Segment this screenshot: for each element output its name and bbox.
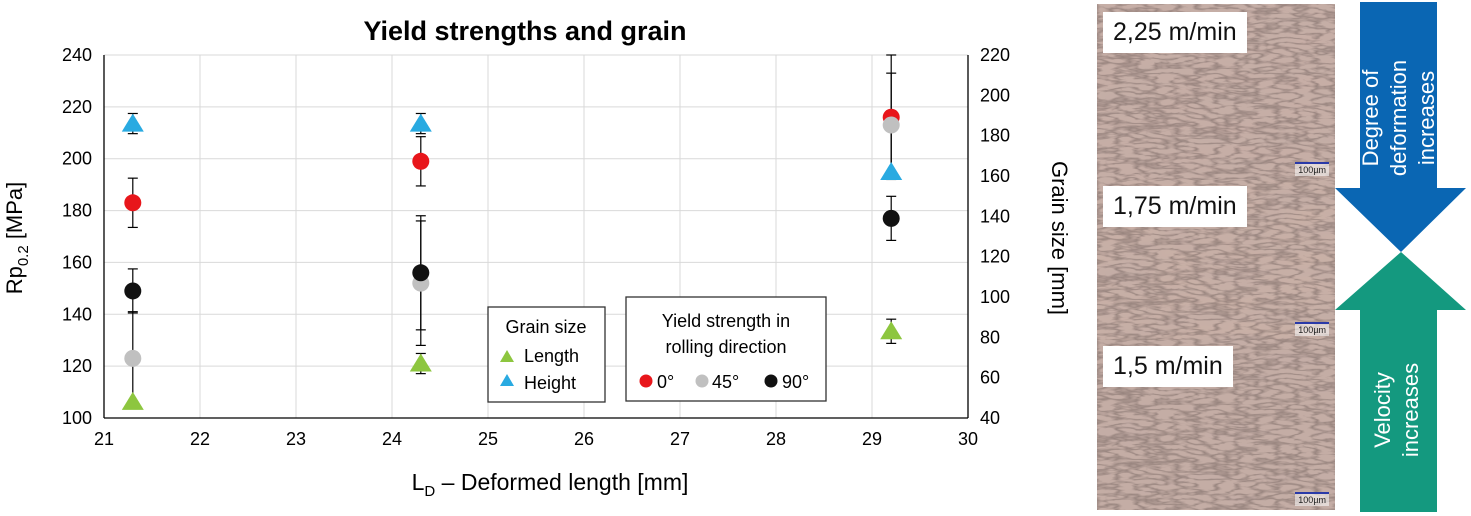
y2-tick-label: 60 (980, 368, 1000, 388)
micrograph-3-scale: 100µm (1295, 492, 1329, 506)
micrograph-2-scale: 100µm (1295, 322, 1329, 336)
velocity-arrow (1335, 252, 1466, 512)
grain-point (409, 113, 432, 132)
y-tick-label: 180 (62, 201, 92, 221)
y-tick-label: 100 (62, 408, 92, 428)
x-tick-label: 23 (286, 429, 306, 449)
y2-tick-label: 120 (980, 247, 1010, 267)
x-tick-label: 30 (958, 429, 978, 449)
deformation-arrow (1335, 2, 1466, 252)
micrograph-1: 2,25 m/min 100µm (1097, 4, 1335, 180)
yield-grain-chart: Yield strengths and grain 21 22 23 24 25 26 27… (2, 16, 1072, 500)
yield-point (124, 282, 142, 300)
y-tick-label: 160 (62, 252, 92, 272)
legend-grain-title: Grain size (505, 317, 586, 337)
legend-yield-title-1: Yield strength in (662, 311, 790, 331)
y2-tick-label: 220 (980, 45, 1010, 65)
yield-point (124, 194, 142, 212)
legend-90deg-marker (764, 374, 778, 388)
micrograph-2-label: 1,75 m/min (1103, 186, 1247, 227)
grain-point (880, 161, 903, 180)
deformation-text-line-3: increases (1414, 70, 1439, 166)
x-tick-label: 26 (574, 429, 594, 449)
velocity-text-line-2: increases (1398, 362, 1423, 458)
yield-point (882, 116, 900, 134)
velocity-text-line-1: Velocity (1370, 372, 1395, 448)
y-tick-label: 120 (62, 356, 92, 376)
y-axis-label: Rp0.2 [MPa] (2, 182, 32, 295)
micrograph-3: 1,5 m/min 100µm (1097, 340, 1335, 510)
x-tick-label: 25 (478, 429, 498, 449)
chart-title: Yield strengths and grain (363, 16, 686, 46)
legend-0deg-label: 0° (657, 372, 674, 392)
deformation-text-line-2: deformation (1386, 59, 1411, 177)
micrograph-1-scale: 100µm (1295, 162, 1329, 176)
y2-tick-label: 200 (980, 85, 1010, 105)
y2-tick-label: 40 (980, 408, 1000, 428)
velocity-arrow-shape (1335, 252, 1466, 512)
y-tick-label: 140 (62, 304, 92, 324)
grain-point (409, 353, 432, 372)
yield-point (882, 209, 900, 227)
legend-yield-strength: Yield strength in rolling direction 0° 4… (625, 296, 827, 402)
legend-45deg-marker (695, 374, 709, 388)
y-tick-label: 220 (62, 97, 92, 117)
y2-tick-label: 180 (980, 126, 1010, 146)
chart-marks (121, 54, 903, 410)
chart-axes (103, 55, 969, 419)
y-tick-label: 240 (62, 45, 92, 65)
x-tick-label: 21 (94, 429, 114, 449)
legend-grain-size: Grain size Length Height (487, 306, 606, 403)
grain-point (121, 391, 144, 410)
legend-90deg-label: 90° (782, 372, 809, 392)
micrograph-3-label: 1,5 m/min (1103, 346, 1233, 387)
x-tick-label: 28 (766, 429, 786, 449)
y-tick-label: 200 (62, 149, 92, 169)
velocity-arrow-text: Velocity increases (1369, 350, 1429, 470)
x-axis-label: LD – Deformed length [mm] (412, 469, 689, 500)
micrograph-1-label: 2,25 m/min (1103, 12, 1247, 53)
legend-length-label: Length (524, 346, 579, 366)
micrograph-2: 1,75 m/min 100µm (1097, 180, 1335, 340)
yield-point (124, 349, 142, 367)
micrograph-texture (1097, 340, 1335, 510)
x-tick-label: 22 (190, 429, 210, 449)
legend-length-marker (500, 350, 514, 362)
y2-tick-label: 160 (980, 166, 1010, 186)
y2-tick-label: 140 (980, 206, 1010, 226)
x-tick-label: 27 (670, 429, 690, 449)
legend-height-marker (500, 374, 514, 386)
legend-height-label: Height (524, 373, 576, 393)
grain-point (121, 113, 144, 132)
deformation-text-line-1: Degree of (1358, 69, 1383, 167)
y2-axis-label: Grain size [mm] (1047, 161, 1072, 315)
y2-tick-label: 100 (980, 287, 1010, 307)
x-tick-label: 24 (382, 429, 402, 449)
yield-point (412, 152, 430, 170)
legend-0deg-marker (639, 374, 653, 388)
y2-tick-label: 80 (980, 327, 1000, 347)
yield-point (412, 264, 430, 282)
legend-45deg-label: 45° (712, 372, 739, 392)
grain-point (880, 321, 903, 340)
deformation-arrow-text: Degree of deformation increases (1357, 38, 1441, 198)
chart-ticks: 21 22 23 24 25 26 27 28 29 30 100 120 140 160 180 200 22… (62, 45, 1010, 449)
legend-yield-title-2: rolling direction (665, 337, 786, 357)
deformation-arrow-shape (1335, 2, 1466, 252)
x-tick-label: 29 (862, 429, 882, 449)
